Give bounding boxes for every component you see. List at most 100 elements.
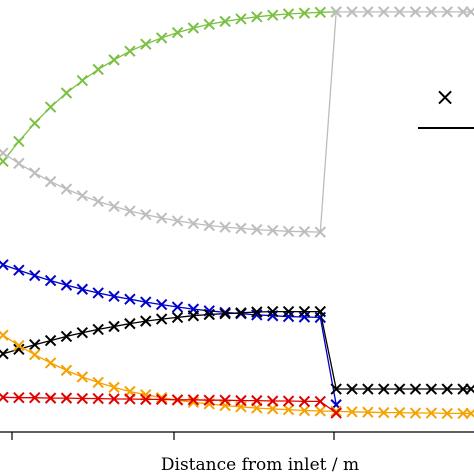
data-point-marker xyxy=(92,376,104,389)
data-point-marker xyxy=(108,393,120,405)
data-point-marker xyxy=(171,311,184,324)
data-point-marker xyxy=(251,11,263,23)
data-point-marker xyxy=(29,392,41,404)
data-point-marker xyxy=(124,317,136,330)
series-line xyxy=(2,264,337,405)
data-point-marker xyxy=(330,405,342,418)
data-point-marker xyxy=(251,223,263,236)
data-point-marker xyxy=(298,395,311,408)
data-point-marker xyxy=(298,7,311,19)
data-point-marker xyxy=(124,45,136,57)
data-point-marker xyxy=(13,339,25,352)
data-point-marker xyxy=(314,395,326,408)
data-point-marker xyxy=(76,189,89,202)
data-point-marker xyxy=(346,383,358,395)
series-line xyxy=(2,11,471,233)
data-point-marker xyxy=(60,364,73,377)
data-point-marker xyxy=(330,6,342,18)
data-point-marker xyxy=(409,383,422,395)
series-line xyxy=(2,11,337,162)
data-point-marker xyxy=(76,371,89,383)
data-point-marker xyxy=(282,404,295,416)
data-point-marker xyxy=(378,383,390,395)
data-point-marker xyxy=(266,305,279,318)
data-point-marker xyxy=(108,381,120,394)
data-point-marker xyxy=(0,147,9,159)
data-point-marker xyxy=(60,392,73,404)
data-point-marker xyxy=(44,357,57,369)
data-point-marker xyxy=(60,183,73,195)
data-point-marker xyxy=(171,394,184,406)
data-point-marker xyxy=(29,117,41,129)
data-point-marker xyxy=(29,269,41,282)
data-point-marker xyxy=(266,9,279,21)
data-point-marker xyxy=(235,307,247,319)
data-point-marker xyxy=(187,217,200,230)
x-axis-label: Distance from inlet / m xyxy=(161,455,359,474)
data-point-marker xyxy=(187,310,200,322)
data-point-marker xyxy=(13,135,25,148)
data-point-marker xyxy=(140,296,152,308)
data-point-marker xyxy=(108,320,120,333)
data-point-marker xyxy=(92,195,104,208)
data-point-marker xyxy=(44,274,57,287)
data-point-marker xyxy=(155,393,168,406)
data-point-marker xyxy=(362,406,374,418)
data-point-marker xyxy=(282,8,295,20)
data-point-marker xyxy=(314,226,326,238)
data-point-marker xyxy=(425,407,438,419)
data-point-marker xyxy=(378,406,390,419)
data-point-marker xyxy=(251,306,263,318)
data-point-marker xyxy=(13,157,25,170)
data-point-marker xyxy=(124,205,136,217)
data-point-marker xyxy=(124,293,136,305)
data-point-marker xyxy=(92,63,104,76)
data-point-marker xyxy=(76,392,89,405)
data-point-marker xyxy=(92,392,104,405)
data-point-marker xyxy=(187,394,200,406)
data-point-marker xyxy=(171,26,184,39)
data-point-marker xyxy=(298,404,311,417)
data-point-marker xyxy=(140,315,152,327)
data-point-marker xyxy=(155,212,168,224)
data-point-marker xyxy=(140,393,152,406)
data-point-marker xyxy=(266,310,279,322)
data-point-marker xyxy=(378,6,390,18)
data-point-marker xyxy=(13,343,25,355)
data-point-marker xyxy=(44,175,57,188)
data-point-marker xyxy=(441,407,453,420)
data-point-marker xyxy=(235,13,247,25)
series-3 xyxy=(0,259,342,411)
data-point-marker xyxy=(76,327,89,339)
data-point-marker xyxy=(0,348,9,360)
data-point-marker xyxy=(235,394,247,407)
data-point-marker xyxy=(140,389,152,401)
data-point-marker xyxy=(362,383,374,395)
data-point-marker xyxy=(187,396,200,408)
data-point-marker xyxy=(155,313,168,325)
data-point-marker xyxy=(465,6,474,18)
data-point-marker xyxy=(441,383,453,395)
data-point-marker xyxy=(140,209,152,221)
data-point-marker xyxy=(0,391,9,404)
data-point-marker xyxy=(140,38,152,50)
data-point-marker xyxy=(346,6,358,18)
data-point-marker xyxy=(235,222,247,235)
data-point-marker xyxy=(60,279,73,291)
data-point-marker xyxy=(92,323,104,336)
data-point-marker xyxy=(203,394,215,406)
data-point-marker xyxy=(29,348,41,361)
data-point-marker xyxy=(155,32,168,44)
data-point-marker xyxy=(60,330,73,343)
data-point-marker xyxy=(29,167,41,179)
data-point-marker xyxy=(298,225,311,238)
data-point-marker xyxy=(124,393,136,405)
data-point-marker xyxy=(203,308,215,321)
data-point-marker xyxy=(298,305,311,318)
data-point-marker xyxy=(171,215,184,227)
data-point-marker xyxy=(425,383,438,395)
data-point-marker xyxy=(219,394,231,406)
data-point-marker xyxy=(441,6,453,18)
